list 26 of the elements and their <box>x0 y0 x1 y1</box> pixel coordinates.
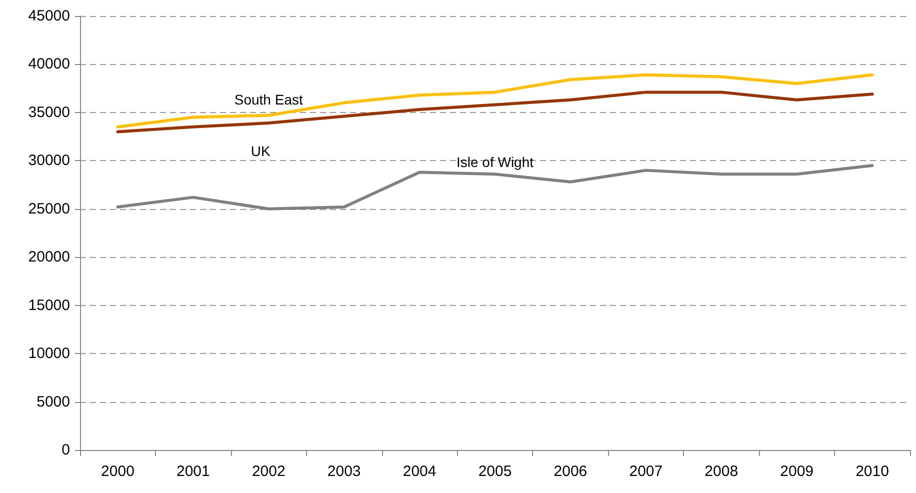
x-tick-label: 2005 <box>478 463 512 480</box>
y-tick-label: 35000 <box>28 104 70 121</box>
x-tick-label: 2000 <box>101 463 134 480</box>
x-tick-label: 2002 <box>252 463 286 480</box>
y-tick-label: 45000 <box>28 8 70 24</box>
y-tick-label: 20000 <box>28 248 70 266</box>
x-tick-label: 2008 <box>704 463 738 480</box>
series-label: Isle of Wight <box>456 154 534 170</box>
line-series <box>116 90 874 134</box>
y-tick-label: 0 <box>62 442 70 458</box>
y-tick-label: 30000 <box>28 152 70 170</box>
x-tick-label: 2007 <box>629 463 663 480</box>
y-tick-label: 15000 <box>28 296 70 314</box>
series-label: UK <box>250 143 272 160</box>
x-tick-label: 2010 <box>856 463 889 480</box>
y-tick-label: 25000 <box>28 200 70 218</box>
x-tick-label: 2003 <box>327 463 361 480</box>
y-tick-label: 40000 <box>28 56 70 73</box>
x-tick-label: 2009 <box>780 463 814 480</box>
series-label: South East <box>234 91 303 108</box>
x-tick-label: 2001 <box>176 463 210 480</box>
x-tick-label: 2004 <box>402 463 436 480</box>
x-tick-label: 2006 <box>554 463 588 480</box>
y-tick-label: 10000 <box>28 345 70 362</box>
line-series <box>116 73 874 128</box>
y-tick-label: 5000 <box>36 393 70 410</box>
